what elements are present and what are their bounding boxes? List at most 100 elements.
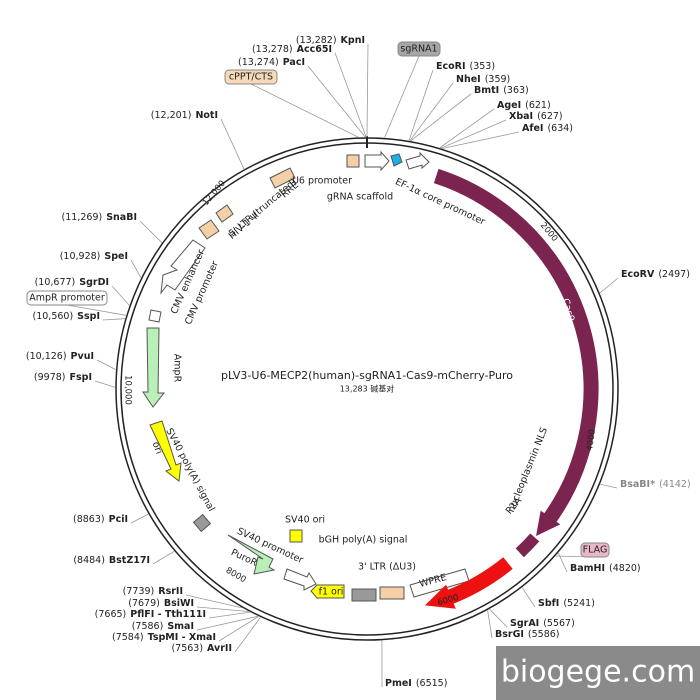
site-leader	[489, 608, 508, 628]
puror-shape	[227, 534, 276, 575]
box-label: sgRNA1	[400, 44, 437, 55]
site-position: (8484)	[73, 555, 105, 566]
site-leader	[408, 69, 434, 141]
plasmid-title: pLV3-U6-MECP2(human)-sgRNA1-Cas9-mCherry…	[221, 369, 513, 382]
site-label: BamHI (4820)	[570, 563, 641, 574]
site-leader	[409, 82, 454, 141]
site-label: EcoRI (353)	[436, 61, 495, 72]
site-name: SnaBI	[106, 212, 137, 223]
site-label: (13,282) KpnI	[296, 35, 365, 46]
site-leader	[600, 483, 618, 489]
site-leader	[366, 43, 369, 138]
site-label: AgeI (621)	[497, 100, 551, 111]
site-position: (627)	[537, 111, 563, 122]
site-label: SbfI (5241)	[538, 598, 595, 609]
site-name: SmaI	[167, 621, 194, 632]
site-leader	[218, 616, 259, 642]
site-label: (7679) BsiWI	[128, 598, 194, 609]
site-label: (10,677) SgrDI	[35, 277, 109, 288]
site-label: (7586) SmaI	[132, 621, 194, 632]
site-leader	[130, 259, 142, 278]
site-name: SspI	[77, 311, 100, 322]
site-name: NotI	[195, 110, 218, 121]
site-label: PmeI (6515)	[385, 678, 447, 689]
site-label: (8863) PciI	[73, 514, 128, 525]
ampr-shape	[142, 327, 166, 408]
site-label: (8484) BstZ17I	[73, 555, 150, 566]
site-label: SgrAI (5567)	[510, 618, 575, 629]
feature-box	[224, 69, 278, 85]
site-label: (13,278) Acc65I	[252, 44, 332, 55]
site-position: (7665)	[95, 609, 127, 620]
feature-box	[580, 542, 610, 558]
site-name: RsrII	[158, 586, 183, 597]
site-position: (13,278)	[252, 44, 293, 55]
site-name: XbaI	[509, 111, 533, 122]
site-leader	[487, 610, 493, 639]
watermark: biogege.com	[501, 655, 695, 690]
site-name: PmeI	[385, 678, 412, 689]
site-leader	[196, 615, 259, 631]
ltr5-shape	[198, 219, 220, 240]
site-label: (9978) FspI	[34, 372, 92, 383]
site-name: KpnI	[341, 35, 365, 46]
site-label: (7563) AvrII	[171, 643, 232, 654]
site-name: AvrII	[207, 643, 232, 654]
site-leader	[208, 611, 250, 619]
box-leader	[250, 83, 359, 138]
site-name: SgrDI	[79, 277, 109, 288]
feature-box	[26, 290, 108, 306]
site-label: EcoRV (2497)	[621, 269, 690, 280]
site-name: SbfI	[538, 598, 559, 609]
watermark-bg	[496, 646, 700, 700]
f1ori-shape	[310, 584, 345, 599]
site-position: (10,560)	[33, 311, 74, 322]
sv40pa-shape	[192, 513, 212, 533]
site-position: (7679)	[128, 598, 160, 609]
cas9-arc	[433, 168, 599, 526]
site-label: NheI (359)	[456, 74, 510, 85]
feature-label: bGH poly(A) signal	[319, 535, 408, 546]
site-position: (7584)	[112, 632, 144, 643]
site-position: (4820)	[609, 563, 641, 574]
site-name: BamHI	[570, 563, 605, 574]
site-name: PciI	[109, 514, 128, 525]
site-leader	[111, 285, 130, 306]
site-leader	[234, 617, 261, 653]
site-label: (11,269) SnaBI	[62, 212, 137, 223]
mcherry-arc	[444, 557, 513, 606]
site-name: AgeI	[497, 100, 521, 111]
site-position: (5567)	[543, 618, 575, 629]
site-leader	[96, 359, 116, 371]
site-label: (10,560) SspI	[33, 311, 101, 322]
ltr3-shape	[379, 586, 405, 600]
cmv-shape	[160, 239, 206, 295]
site-leader	[139, 220, 163, 243]
site-name: EcoRV	[621, 269, 655, 280]
site-leader	[152, 550, 175, 565]
site-label: (7584) TspMI - XmaI	[112, 632, 216, 643]
ori-shape	[149, 420, 182, 482]
site-leader	[599, 277, 619, 294]
site-position: (5586)	[528, 629, 560, 640]
site-leader	[130, 513, 149, 524]
feature-label: gRNA scaffold	[327, 192, 393, 203]
site-position: (13,274)	[238, 57, 279, 68]
u6-shape	[346, 154, 360, 168]
site-leader	[410, 93, 472, 142]
site-label: (10,928) SpeI	[60, 251, 128, 262]
site-position: (10,928)	[60, 251, 101, 262]
ruler-tick: 4000	[585, 429, 598, 452]
site-label: XbaI (627)	[509, 111, 563, 122]
site-label: BsaBI* (4142)	[620, 479, 691, 490]
site-position: (9978)	[34, 372, 66, 383]
ruler-tick: 12,000	[201, 179, 228, 208]
ruler-tick: 10,000	[123, 375, 133, 405]
psi-shape	[215, 204, 234, 223]
site-name: BsrGI	[495, 629, 524, 640]
box-leader	[66, 304, 127, 316]
ruler-tick: 8000	[224, 566, 248, 585]
site-name: PvuI	[71, 351, 94, 362]
feature-label: 3' LTR (ΔU3)	[358, 562, 416, 573]
